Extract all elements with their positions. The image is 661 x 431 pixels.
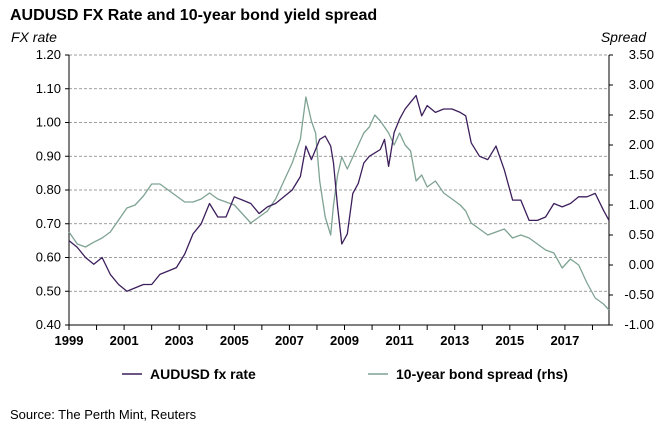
y-right-tick-label: 1.50 — [629, 167, 654, 182]
y-right-tick-label: 3.00 — [629, 77, 654, 92]
legend-label-spread: 10-year bond spread (rhs) — [396, 366, 568, 382]
gridlines — [69, 54, 609, 292]
y-axis-right-ticks: -1.00 -0.50 0.00 0.50 1.00 1.50 2.00 2.50 3.00 3.… — [609, 47, 654, 332]
x-tick-label: 2009 — [330, 333, 359, 348]
source-note: Source: The Perth Mint, Reuters — [10, 407, 197, 422]
x-tick-label: 2003 — [165, 333, 194, 348]
y-left-tick-label: 0.70 — [36, 216, 61, 231]
y-right-tick-label: -1.00 — [624, 317, 654, 332]
y-right-tick-label: 2.50 — [629, 107, 654, 122]
y-left-tick-label: 1.20 — [36, 47, 61, 62]
y-right-tick-label: 2.00 — [629, 137, 654, 152]
y-right-tick-label: 0.50 — [629, 227, 654, 242]
y-left-tick-label: 0.40 — [36, 317, 61, 332]
y-left-tick-label: 0.50 — [36, 283, 61, 298]
chart-title: AUDUSD FX Rate and 10-year bond yield sp… — [10, 7, 377, 24]
y-axis-left-title: FX rate — [11, 29, 57, 45]
y-right-tick-label: 3.50 — [629, 47, 654, 62]
y-right-tick-label: 0.00 — [629, 257, 654, 272]
series-line-fx-rate — [68, 94, 610, 292]
x-tick-label: 2005 — [220, 333, 249, 348]
x-tick-label: 2013 — [440, 333, 469, 348]
series-lines — [68, 94, 610, 311]
legend-label-fx: AUDUSD fx rate — [150, 366, 256, 382]
x-tick-label: 2015 — [495, 333, 524, 348]
y-left-tick-label: 1.00 — [36, 115, 61, 130]
legend: AUDUSD fx rate 10-year bond spread (rhs) — [122, 366, 568, 382]
y-left-tick-label: 0.90 — [36, 148, 61, 163]
y-left-tick-label: 1.10 — [36, 81, 61, 96]
x-tick-label: 2001 — [110, 333, 139, 348]
x-tick-label: 2011 — [386, 333, 414, 348]
y-left-tick-label: 0.80 — [36, 182, 61, 197]
x-tick-label: 2017 — [550, 333, 579, 348]
x-axis-ticks: 1999 2001 2003 2005 2007 2009 2011 2013 2015 2017 — [55, 325, 593, 348]
y-right-tick-label: -0.50 — [624, 287, 654, 302]
y-right-tick-label: 1.00 — [629, 197, 654, 212]
x-tick-label: 1999 — [55, 333, 84, 348]
series-line-bond-spread — [68, 96, 610, 311]
y-axis-right-title: Spread — [601, 29, 647, 45]
y-axis-left-ticks: 0.40 0.50 0.60 0.70 0.80 0.90 1.00 1.10 1.20 — [36, 47, 69, 332]
x-tick-label: 2007 — [275, 333, 304, 348]
y-left-tick-label: 0.60 — [36, 250, 61, 265]
